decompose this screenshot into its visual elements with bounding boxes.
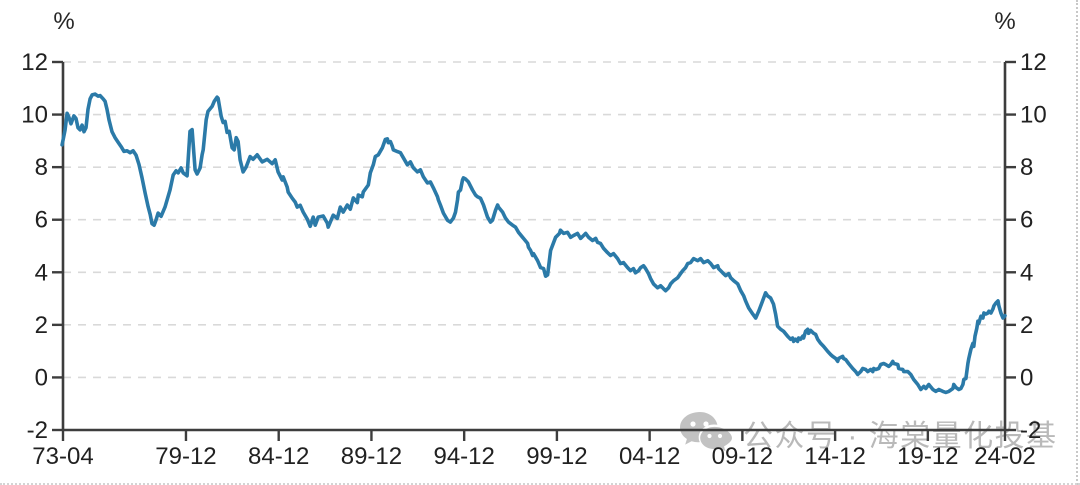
y-tick-label: 10: [21, 102, 48, 129]
x-tick-label: 04-12: [619, 443, 680, 470]
y-tick-label: 2: [35, 312, 48, 339]
y-tick-label: 6: [35, 207, 48, 234]
page-edge-dotted-border-bottom: [0, 483, 1080, 485]
x-tick-label: 94-12: [433, 443, 494, 470]
y-tick-label: 0: [35, 364, 48, 391]
y-tick-label: 12: [1020, 49, 1047, 76]
y-tick-label: -2: [27, 417, 48, 444]
x-tick-label: 14-12: [804, 443, 865, 470]
y-tick-label: 4: [35, 259, 48, 286]
x-tick-label: 84-12: [248, 443, 309, 470]
y-tick-label: 8: [35, 154, 48, 181]
data-line: [60, 92, 1007, 395]
y-tick-label: 8: [1020, 154, 1033, 181]
y-tick-label: 6: [1020, 207, 1033, 234]
x-tick-label: 24-02: [974, 443, 1035, 470]
y-tick-label: 10: [1020, 102, 1047, 129]
y-tick-label: 0: [1020, 364, 1033, 391]
x-tick-label: 99-12: [526, 443, 587, 470]
x-tick-label: 09-12: [712, 443, 773, 470]
y-axis-unit-right: %: [994, 8, 1016, 35]
y-tick-label: -2: [1020, 417, 1041, 444]
wechat-icon: [678, 410, 734, 455]
y-tick-label: 2: [1020, 312, 1033, 339]
x-tick-label: 19-12: [897, 443, 958, 470]
page-edge-dotted-border-right: [1076, 0, 1078, 485]
x-tick-label: 73-04: [32, 443, 93, 470]
x-tick-label: 89-12: [341, 443, 402, 470]
y-axis-unit-left: %: [53, 8, 75, 35]
x-tick-label: 79-12: [155, 443, 216, 470]
y-tick-label: 4: [1020, 259, 1033, 286]
y-tick-label: 12: [21, 49, 48, 76]
